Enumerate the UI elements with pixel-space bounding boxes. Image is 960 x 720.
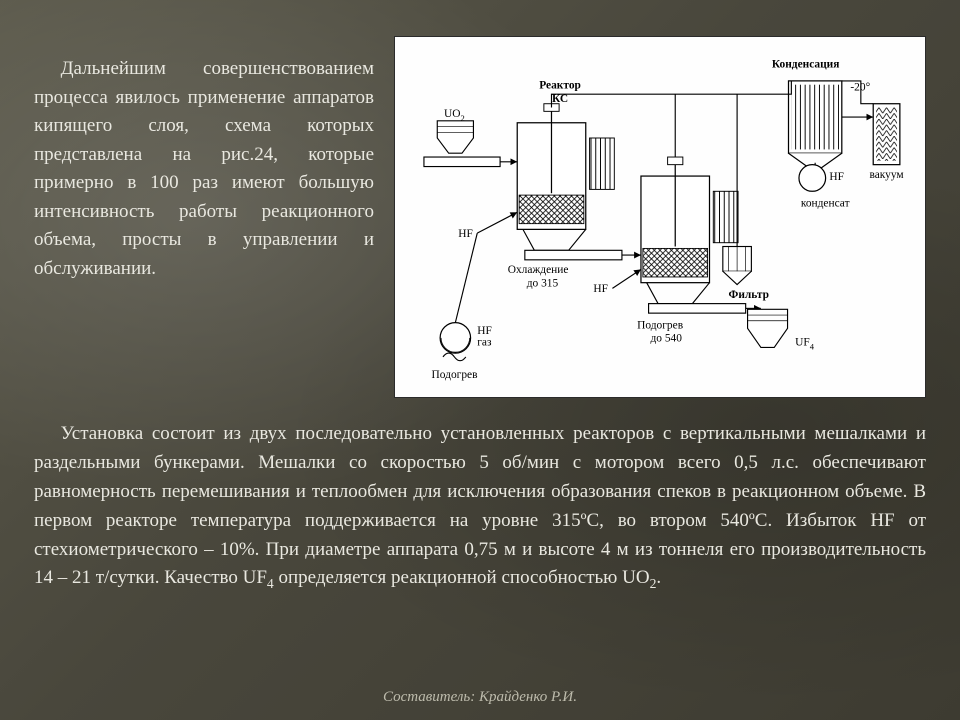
label-podogrev: Подогрев bbox=[432, 369, 478, 381]
bottom-text-3: . bbox=[656, 567, 661, 588]
transfer-tray bbox=[525, 250, 622, 260]
label-hf-gas-2: газ bbox=[477, 337, 492, 349]
uf4-hopper: UF4 bbox=[748, 309, 815, 351]
label-reactor-1: Реактор bbox=[539, 80, 581, 92]
feed-tray-1 bbox=[424, 157, 500, 167]
vacuum-box: вакуум bbox=[869, 104, 903, 181]
filter: Фильтр bbox=[723, 247, 769, 301]
bottom-text-2: определяется реакционной способностью UO bbox=[274, 567, 650, 588]
transfer-tray-2 bbox=[649, 304, 746, 314]
label-cooling-1: Охлаждение bbox=[508, 264, 569, 276]
label-hf-2: HF bbox=[593, 283, 608, 295]
label-vacuum: вакуум bbox=[869, 169, 903, 181]
reactor-2 bbox=[641, 157, 738, 304]
label-condensation: Конденсация bbox=[772, 59, 840, 71]
bottom-text-1: Установка состоит из двух последовательн… bbox=[34, 423, 926, 588]
uo2-hopper: UO2 bbox=[437, 108, 473, 153]
label-hfc-2: конденсат bbox=[801, 198, 850, 210]
author-credit: Составитель: Крайденко Р.И. bbox=[0, 689, 960, 706]
label-hf-gas-1: HF bbox=[477, 325, 492, 337]
left-paragraph: Дальнейшим совершенствованием процесса я… bbox=[34, 55, 374, 283]
top-row: Дальнейшим совершенствованием процесса я… bbox=[34, 36, 926, 398]
slide: Дальнейшим совершенствованием процесса я… bbox=[0, 0, 960, 720]
label-hfc-1: HF bbox=[829, 171, 844, 183]
reactor-1 bbox=[517, 104, 614, 251]
bottom-paragraph: Установка состоит из двух последовательн… bbox=[34, 420, 926, 595]
label-temp: -20° bbox=[850, 81, 870, 93]
hf-gas-source: HF газ Подогрев bbox=[432, 323, 492, 381]
process-diagram: Конденсация -20° UO2 Реактор КС bbox=[394, 36, 926, 398]
label-heat-2: до 540 bbox=[650, 333, 682, 345]
sub-uf4: 4 bbox=[267, 576, 274, 591]
hf-condensate-ball bbox=[799, 165, 826, 192]
diagram-svg: Конденсация -20° UO2 Реактор КС bbox=[403, 43, 917, 391]
label-filter: Фильтр bbox=[729, 289, 769, 301]
label-hf-1: HF bbox=[458, 228, 473, 240]
condenser bbox=[789, 81, 842, 172]
label-heat-1: Подогрев bbox=[637, 319, 683, 331]
label-uf4: UF4 bbox=[795, 337, 815, 352]
label-cooling-2: до 315 bbox=[527, 277, 559, 289]
